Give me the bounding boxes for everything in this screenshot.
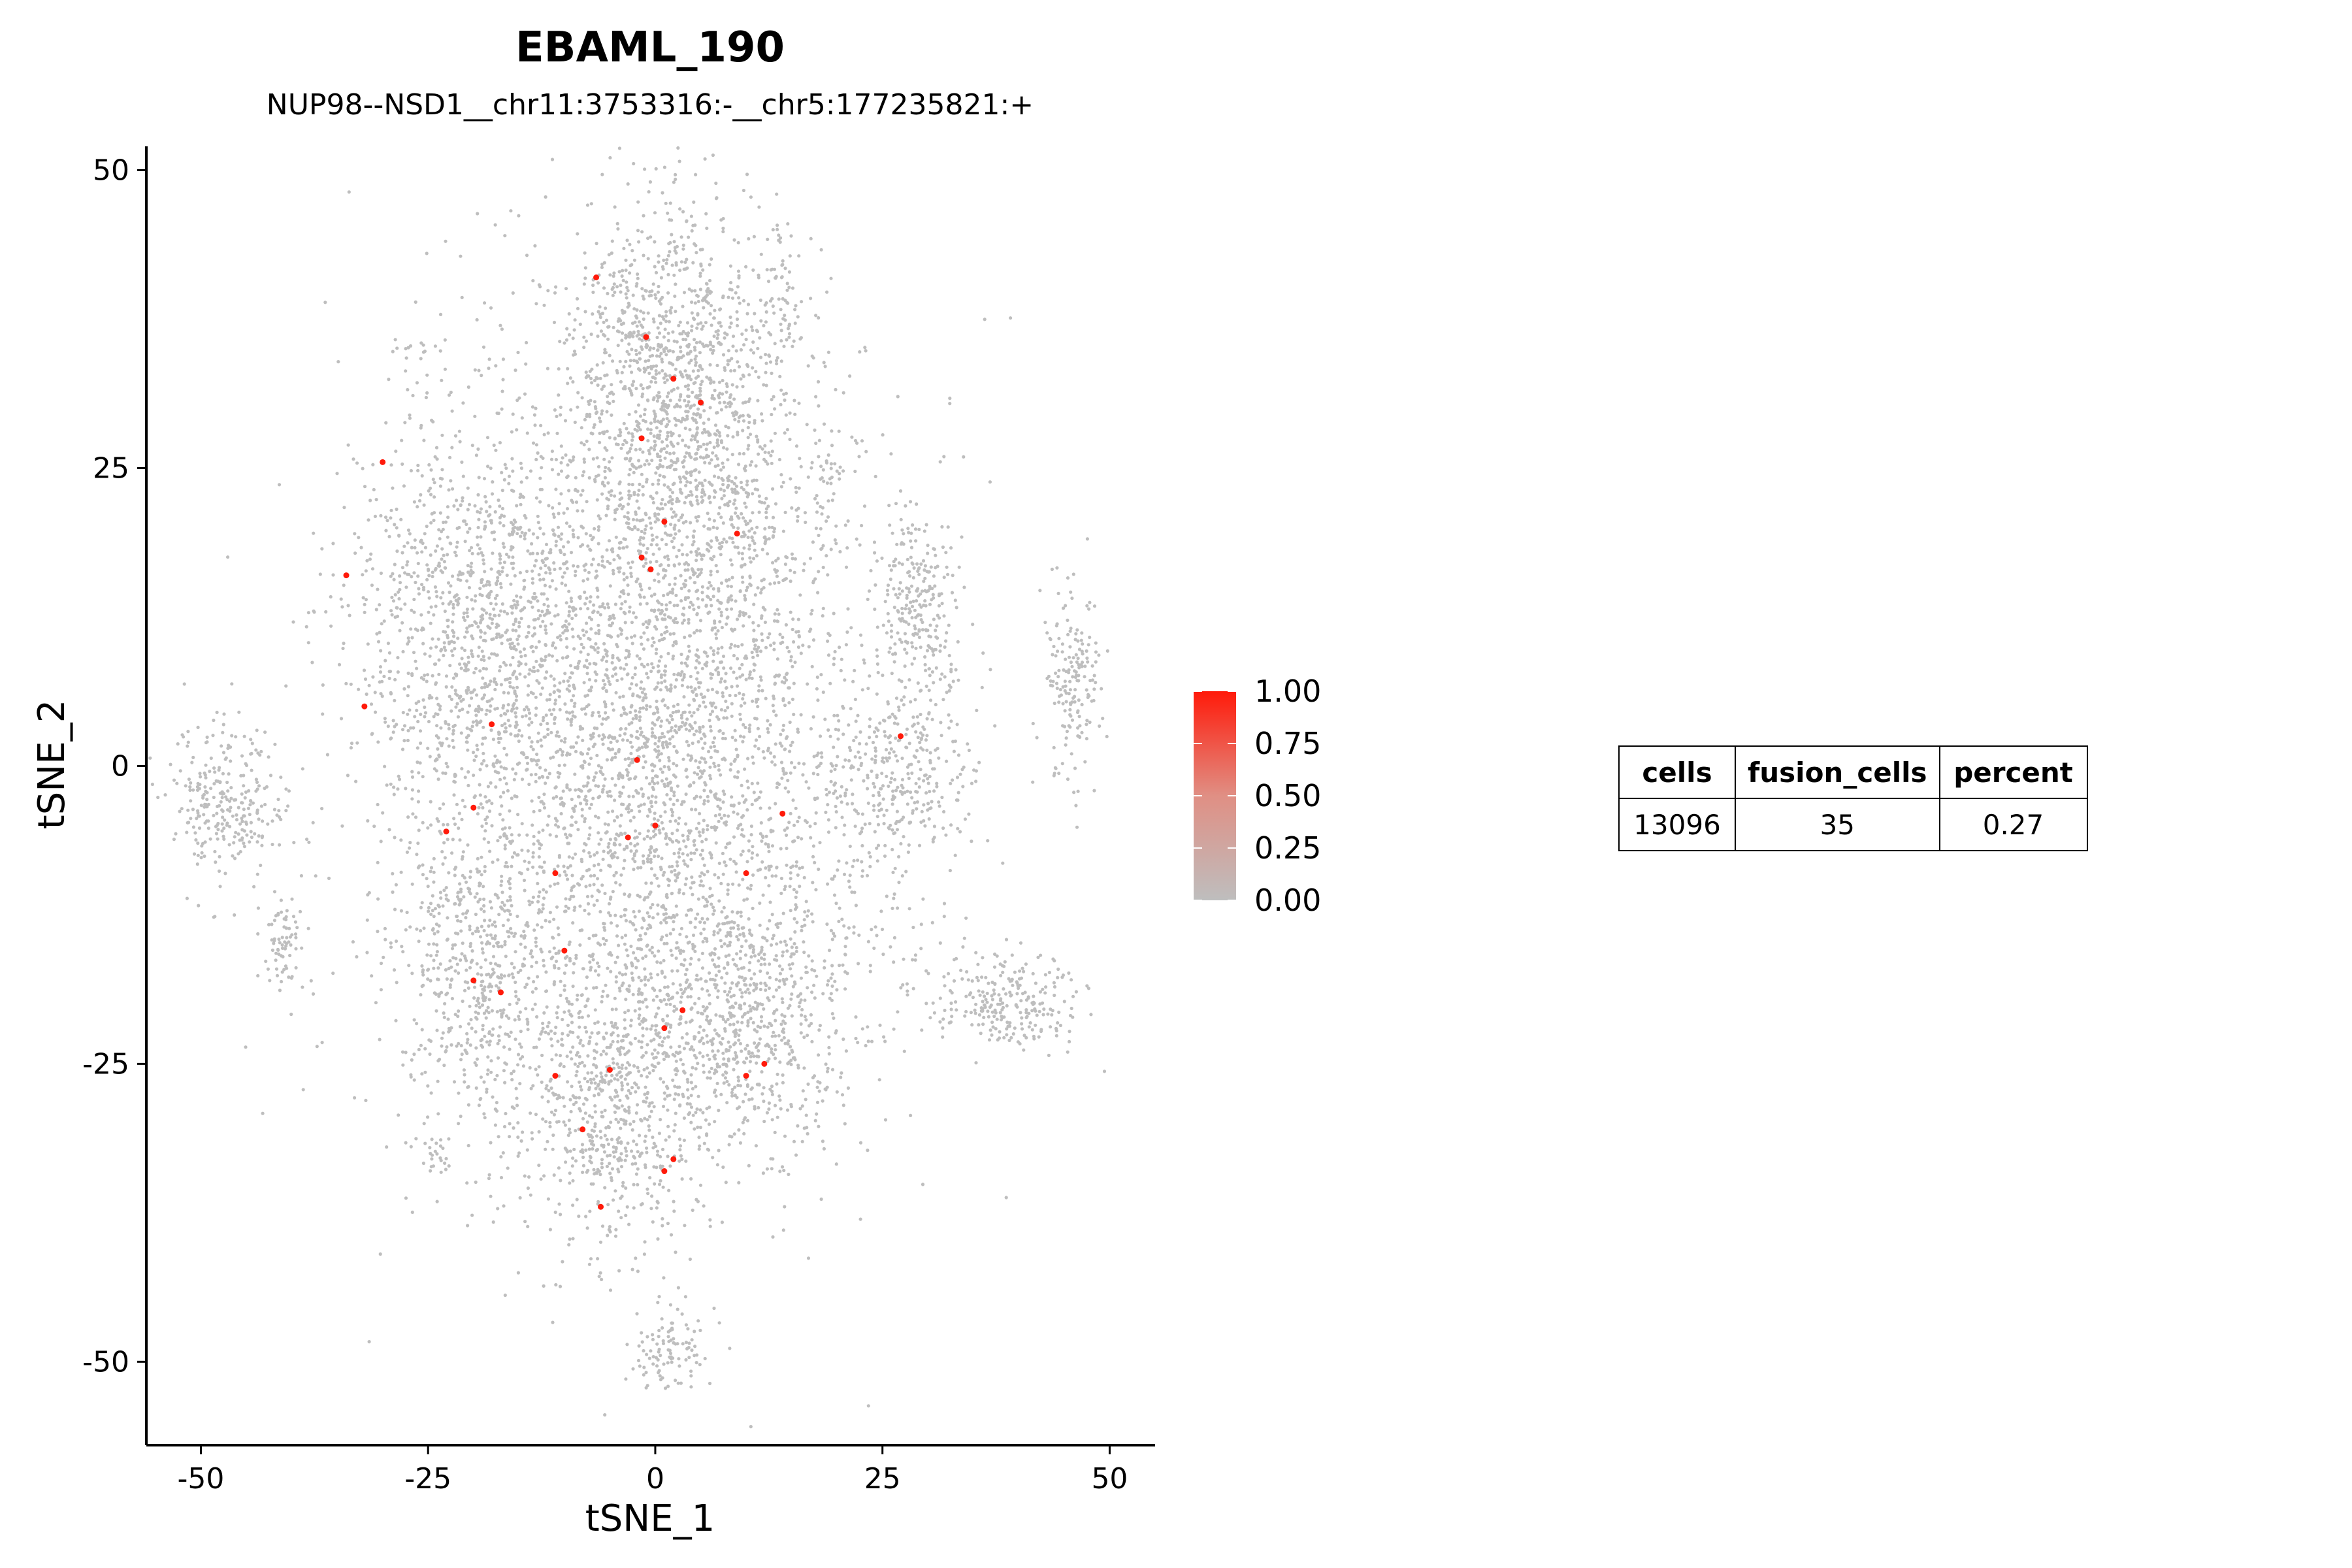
chart-title: EBAML_190 [515,24,785,72]
cell-cells: 13096 [1618,798,1736,851]
fusion-point-16 [470,804,477,811]
stats-row: 13096 35 0.27 [1618,798,2088,851]
fusion-point-14 [898,733,904,740]
fusion-point-8 [734,531,740,537]
fusion-point-33 [670,1156,677,1162]
fusion-point-19 [625,834,631,841]
fusion-point-35 [597,1203,604,1210]
fusion-point-26 [679,1007,686,1013]
legend-label-2: 0.50 [1254,778,1321,813]
fusion-point-13 [489,721,495,728]
chart-subtitle: NUP98--NSD1__chr11:3753316:-__chr5:17723… [267,88,1034,122]
fusion-point-17 [779,810,786,817]
cell-percent: 0.27 [1938,798,2088,851]
cell-fusion-cells: 35 [1735,798,1940,851]
background-point-cloud [148,146,1109,1429]
fusion-points [343,274,904,1210]
legend-label-3: 0.75 [1254,726,1321,761]
fusion-point-28 [761,1060,768,1067]
y-axis-label: tSNE_2 [31,700,73,829]
y-tick-label-1: -25 [82,1047,129,1081]
header-fusion-cells: fusion_cells [1735,745,1940,799]
fusion-point-9 [638,554,645,561]
x-tick-label-0: -50 [178,1462,225,1495]
fusion-point-25 [497,989,504,996]
fusion-point-20 [443,828,449,835]
x-tick-label-4: 50 [1091,1462,1128,1495]
x-tick-label-1: -25 [404,1462,451,1495]
y-tick-label-2: 0 [111,749,129,783]
fusion-point-4 [698,399,704,406]
fusion-point-6 [380,459,386,465]
fusion-point-1 [593,274,600,281]
fusion-point-21 [743,870,749,877]
fusion-point-10 [647,566,654,572]
fusion-point-18 [652,823,659,829]
y-tick-label-0: -50 [82,1345,129,1379]
x-ticks: -50 -25 0 25 50 [178,1445,1128,1495]
legend-label-4: 1.00 [1254,674,1321,709]
fusion-point-34 [661,1168,668,1175]
fusion-point-29 [606,1066,613,1073]
fusion-point-22 [552,870,559,877]
legend-ticks: 0.00 0.25 0.50 0.75 1.00 [1194,674,1321,918]
stats-header-row: cells fusion_cells percent [1618,745,2088,799]
x-tick-label-3: 25 [864,1462,901,1495]
header-percent: percent [1938,745,2088,799]
background-points [148,146,1109,1429]
fusion-point-23 [561,947,568,954]
legend-label-0: 0.00 [1254,883,1321,918]
legend-label-1: 0.25 [1254,830,1321,866]
fusion-point-11 [343,572,350,579]
y-tick-label-4: 50 [93,154,129,187]
fusion-point-32 [580,1126,586,1133]
x-axis-label: tSNE_1 [585,1497,715,1540]
y-ticks: -50 -25 0 25 50 [82,154,146,1379]
fusion-point-30 [552,1073,559,1079]
fusion-point-2 [643,334,649,340]
fusion-point-5 [638,435,645,442]
fusion-point-31 [743,1073,749,1079]
fusion-point-27 [661,1025,668,1032]
header-cells: cells [1618,745,1736,799]
y-tick-label-3: 25 [93,451,129,485]
x-tick-label-2: 0 [646,1462,664,1495]
fusion-point-15 [634,757,640,763]
fusion-point-24 [470,977,477,984]
fusion-point-12 [361,703,368,710]
stats-table: cells fusion_cells percent 13096 35 0.27 [1618,745,2088,851]
fusion-point-3 [670,376,677,382]
fusion-point-7 [661,519,668,525]
